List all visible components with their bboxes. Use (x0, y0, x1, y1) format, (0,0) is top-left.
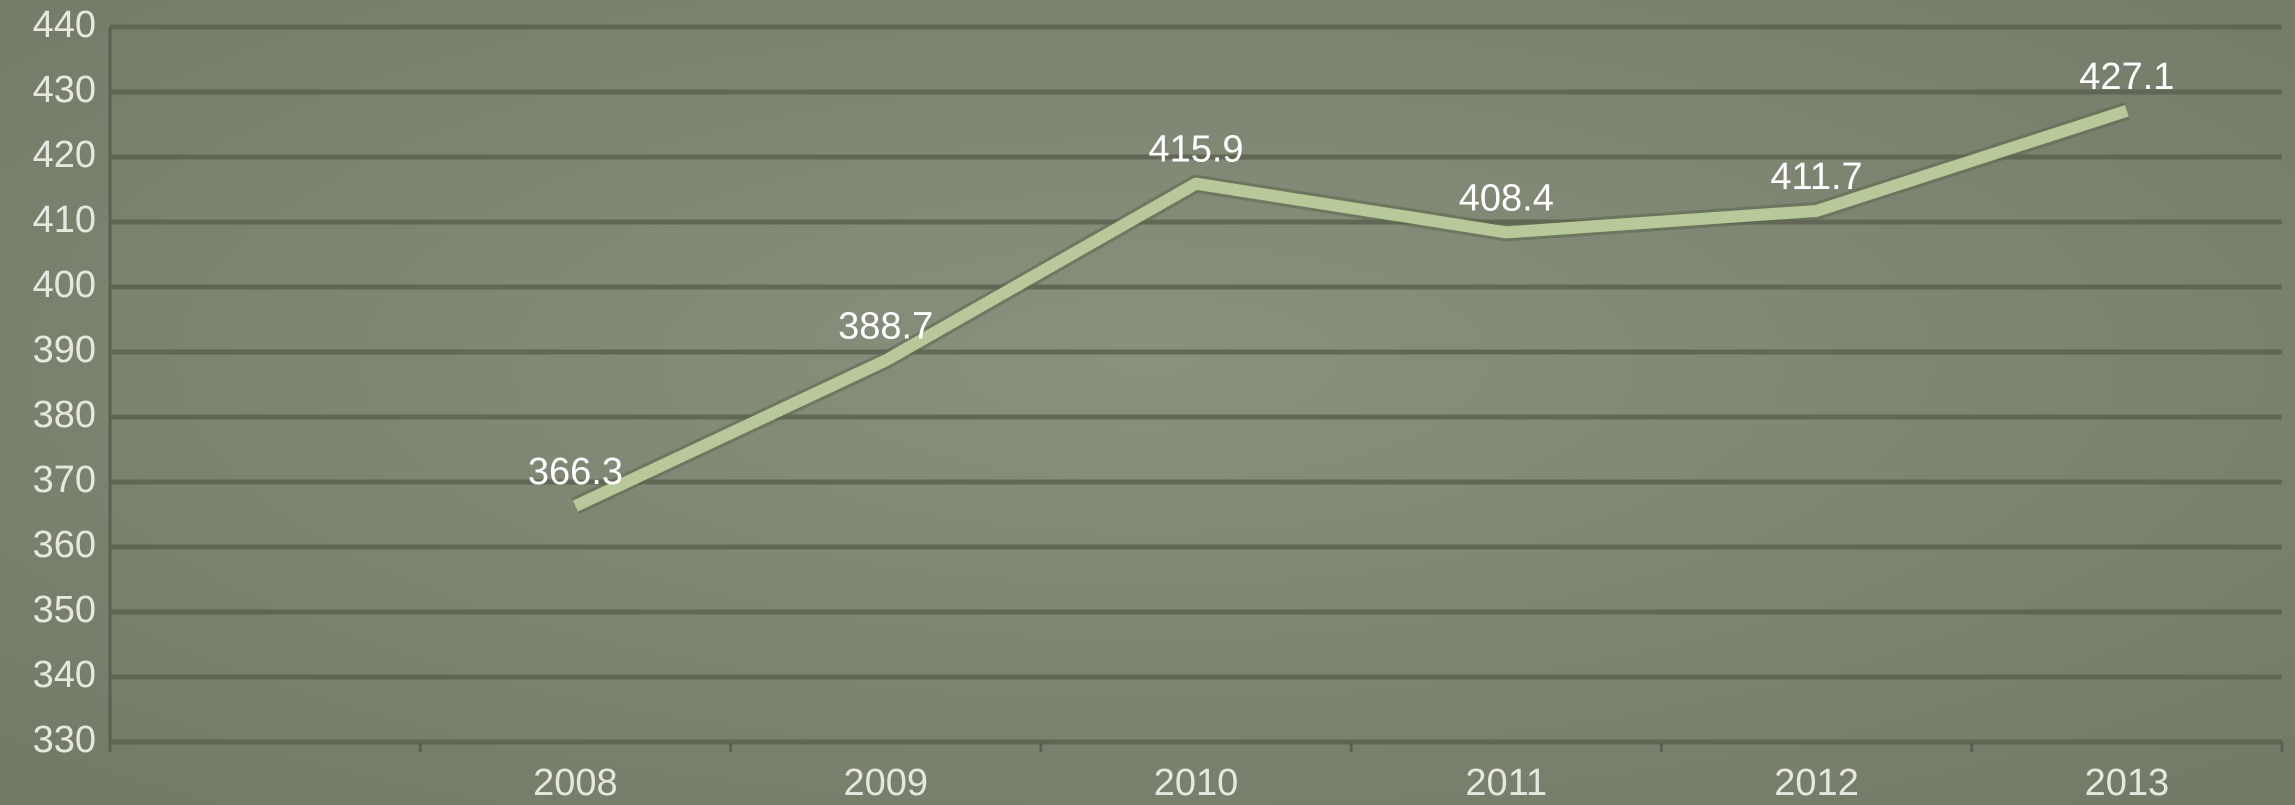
x-tick-label: 2008 (533, 762, 618, 804)
x-tick-label: 2011 (1465, 762, 1547, 804)
y-tick-label: 360 (33, 524, 96, 566)
y-tick-label: 330 (33, 719, 96, 761)
data-label: 415.9 (1148, 129, 1243, 171)
y-tick-label: 380 (33, 394, 96, 436)
y-tick-label: 350 (33, 589, 96, 631)
y-tick-label: 440 (33, 4, 96, 46)
y-tick-label: 410 (33, 199, 96, 241)
y-tick-label: 420 (33, 134, 96, 176)
y-tick-label: 400 (33, 264, 96, 306)
line (572, 105, 2129, 512)
data-label: 388.7 (838, 305, 933, 347)
data-label: 411.7 (1770, 156, 1862, 198)
x-tick-label: 2010 (1154, 762, 1239, 804)
x-tick-label: 2012 (1774, 762, 1859, 804)
data-label: 427.1 (2079, 56, 2174, 98)
y-tick-label: 340 (33, 654, 96, 696)
y-tick-label: 390 (33, 329, 96, 371)
x-tick-label: 2013 (2085, 762, 2170, 804)
y-tick-label: 430 (33, 69, 96, 111)
y-tick-label: 370 (33, 459, 96, 501)
x-tick-label: 2009 (843, 762, 928, 804)
data-label: 366.3 (528, 451, 623, 493)
data-label: 408.4 (1459, 177, 1554, 219)
